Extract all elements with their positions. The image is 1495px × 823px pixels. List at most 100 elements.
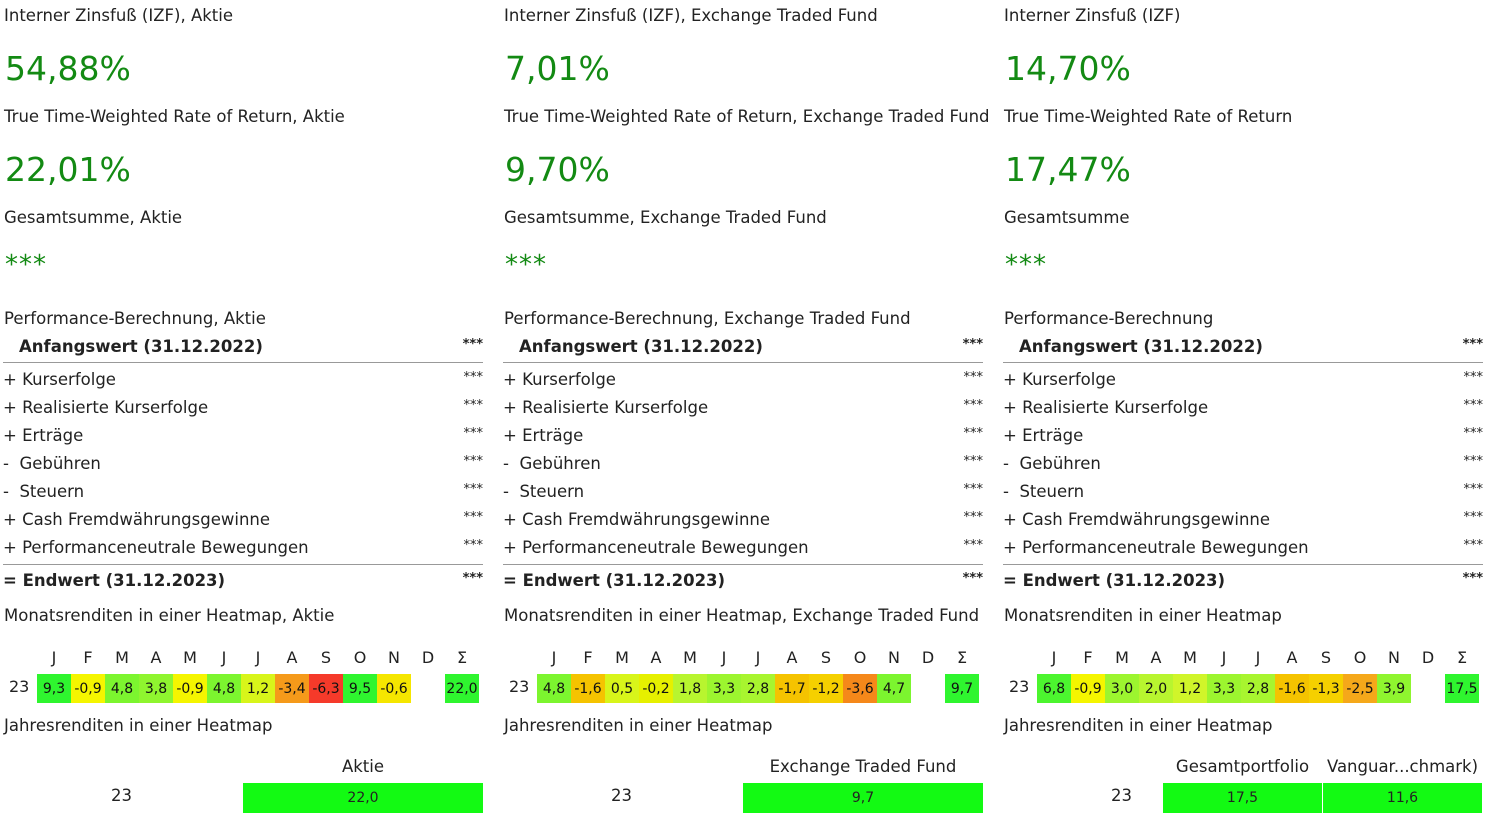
- end-label: = Endwert (31.12.2023): [3, 571, 226, 590]
- end-label: = Endwert (31.12.2023): [1003, 571, 1226, 590]
- month-header: A: [286, 648, 298, 667]
- heatmap-cell[interactable]: 1,8: [673, 674, 707, 703]
- calculation-value: ***: [963, 482, 984, 497]
- heatmap-cell[interactable]: 17,5: [1445, 674, 1479, 703]
- heatmap-cell[interactable]: -6,3: [309, 674, 343, 703]
- heatmap-cell[interactable]: 3,3: [1207, 674, 1241, 703]
- start-value-row: Anfangswert (31.12.2022) ***: [1003, 337, 1483, 363]
- heatmap-cell[interactable]: -0,9: [173, 674, 207, 703]
- month-header: S: [1320, 648, 1332, 667]
- ttwror-value: 9,70%: [505, 150, 610, 189]
- heatmap-cell[interactable]: -0,9: [71, 674, 105, 703]
- heatmap-year: 23: [1009, 677, 1030, 696]
- start-value-row: Anfangswert (31.12.2022) ***: [503, 337, 983, 363]
- yearly-cell[interactable]: 9,7: [743, 783, 983, 813]
- end-label: = Endwert (31.12.2023): [503, 571, 726, 590]
- calculation-row: + Kurserfolge ***: [3, 370, 483, 396]
- total-label: Gesamtsumme, Aktie: [4, 208, 183, 227]
- heatmap-cell[interactable]: -2,5: [1343, 674, 1377, 703]
- heatmap-cell[interactable]: 4,8: [105, 674, 139, 703]
- monthly-heatmap-title: Monatsrenditen in einer Heatmap, Aktie: [4, 606, 335, 625]
- heatmap-cell[interactable]: 1,2: [1173, 674, 1207, 703]
- heatmap-cell[interactable]: 3,0: [1105, 674, 1139, 703]
- heatmap-cell[interactable]: -1,7: [775, 674, 809, 703]
- heatmap-cell[interactable]: 3,8: [139, 674, 173, 703]
- month-header: N: [888, 648, 900, 667]
- month-header: J: [755, 648, 761, 667]
- month-header: M: [1115, 648, 1129, 667]
- heatmap-cell[interactable]: 9,3: [37, 674, 71, 703]
- yearly-cell[interactable]: 11,6: [1323, 783, 1482, 813]
- month-header: J: [255, 648, 261, 667]
- heatmap-cell[interactable]: -0,6: [377, 674, 411, 703]
- heatmap-year: 23: [509, 677, 530, 696]
- heatmap-cell[interactable]: -0,2: [639, 674, 673, 703]
- heatmap-cell[interactable]: 1,2: [241, 674, 275, 703]
- calculation-row: + Cash Fremdwährungsgewinne ***: [1003, 510, 1483, 536]
- calculation-row: - Steuern ***: [1003, 482, 1483, 508]
- heatmap-cell[interactable]: 22,0: [445, 674, 479, 703]
- performance-panel: Interner Zinsfuß (IZF), Exchange Traded …: [503, 0, 990, 823]
- calculation-row: + Kurserfolge ***: [503, 370, 983, 396]
- month-header: N: [1388, 648, 1400, 667]
- monthly-heatmap-title: Monatsrenditen in einer Heatmap: [1004, 606, 1282, 625]
- calculation-row: - Steuern ***: [3, 482, 483, 508]
- heatmap-cell[interactable]: 4,7: [877, 674, 911, 703]
- month-header: Σ: [1456, 648, 1468, 667]
- month-header: J: [551, 648, 557, 667]
- heatmap-cell[interactable]: -1,6: [1275, 674, 1309, 703]
- heatmap-cell[interactable]: -1,3: [1309, 674, 1343, 703]
- month-header: S: [820, 648, 832, 667]
- yearly-cell[interactable]: 22,0: [243, 783, 483, 813]
- calculation-value: ***: [963, 454, 984, 469]
- calculation-row: + Realisierte Kurserfolge ***: [1003, 398, 1483, 424]
- month-header: J: [221, 648, 227, 667]
- calculation-row: - Gebühren ***: [3, 454, 483, 480]
- start-label: Anfangswert (31.12.2022): [519, 337, 763, 356]
- month-header: Σ: [456, 648, 468, 667]
- yearly-year: 23: [111, 786, 132, 805]
- calculation-value: ***: [463, 454, 484, 469]
- heatmap-cell[interactable]: -0,9: [1071, 674, 1105, 703]
- heatmap-cell[interactable]: 9,7: [945, 674, 979, 703]
- performance-panel: Interner Zinsfuß (IZF), Aktie 54,88% True …: [3, 0, 488, 823]
- irr-value: 14,70%: [1005, 49, 1131, 88]
- irr-value: 7,01%: [505, 49, 610, 88]
- calculation-row: + Cash Fremdwährungsgewinne ***: [3, 510, 483, 536]
- yearly-cell[interactable]: 17,5: [1163, 783, 1322, 813]
- calculation-row: + Erträge ***: [3, 426, 483, 452]
- heatmap-cell[interactable]: 3,3: [707, 674, 741, 703]
- heatmap-cell[interactable]: 6,8: [1037, 674, 1071, 703]
- heatmap-cell[interactable]: 4,8: [537, 674, 571, 703]
- heatmap-cell[interactable]: [411, 674, 445, 703]
- calculation-row: + Realisierte Kurserfolge ***: [503, 398, 983, 424]
- heatmap-cell[interactable]: 9,5: [343, 674, 377, 703]
- calculation-label: + Performanceneutrale Bewegungen: [3, 538, 309, 557]
- yearly-column-header: Exchange Traded Fund: [769, 757, 957, 776]
- heatmap-cell[interactable]: -3,4: [275, 674, 309, 703]
- calculation-value: ***: [463, 398, 484, 413]
- heatmap-cell[interactable]: -1,2: [809, 674, 843, 703]
- heatmap-cell[interactable]: -1,6: [571, 674, 605, 703]
- calculation-label: + Realisierte Kurserfolge: [1003, 398, 1209, 417]
- divider: [3, 362, 483, 363]
- heatmap-cell[interactable]: 2,0: [1139, 674, 1173, 703]
- month-header: M: [115, 648, 129, 667]
- calculation-value: ***: [963, 398, 984, 413]
- heatmap-cell[interactable]: [1411, 674, 1445, 703]
- heatmap-cell[interactable]: 3,9: [1377, 674, 1411, 703]
- calculation-value: ***: [463, 538, 484, 553]
- calculation-value: ***: [1463, 370, 1484, 385]
- divider: [503, 362, 983, 363]
- calculation-label: - Steuern: [503, 482, 585, 501]
- heatmap-cell[interactable]: -3,6: [843, 674, 877, 703]
- heatmap-cell[interactable]: 4,8: [207, 674, 241, 703]
- ttwror-label: True Time-Weighted Rate of Return, Aktie: [4, 107, 345, 126]
- yearly-column-header: Gesamtportfolio: [1175, 757, 1310, 776]
- calculation-label: + Performanceneutrale Bewegungen: [1003, 538, 1309, 557]
- heatmap-cell[interactable]: 2,8: [1241, 674, 1275, 703]
- heatmap-cell[interactable]: [911, 674, 945, 703]
- heatmap-cell[interactable]: 0,5: [605, 674, 639, 703]
- heatmap-cell[interactable]: 2,8: [741, 674, 775, 703]
- calculation-value: ***: [1463, 482, 1484, 497]
